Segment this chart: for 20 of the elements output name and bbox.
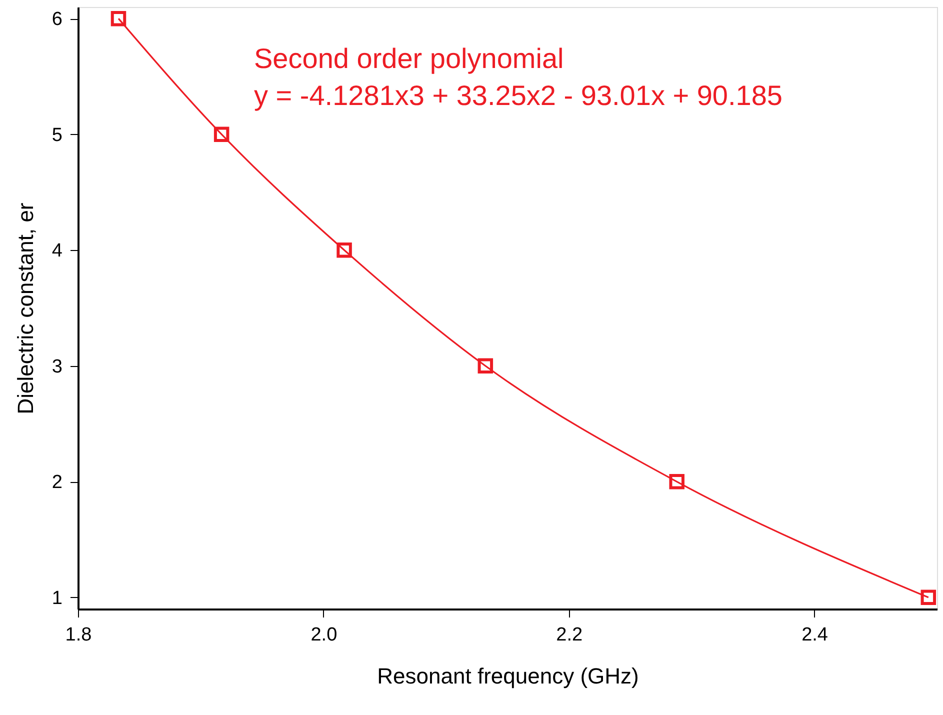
y-axis-title: Dielectric constant, er [12,202,38,414]
point [478,358,494,374]
x-tick-label: 1.8 [65,624,92,646]
y-tick-label: 6 [52,9,62,30]
x-tick-label: 2.2 [556,624,583,646]
point [669,474,684,490]
y-tick-label: 2 [52,472,62,494]
annotation: y = -4.1281x3 + 33.25x2 - 93.01x + 90.185 [254,80,782,111]
point [920,590,936,606]
y-tick-label: 3 [52,356,62,378]
point [110,10,126,26]
x-tick-label: 2.0 [310,624,338,646]
x-tick-label: 2.4 [802,624,828,646]
annotation: Second order polynomial [254,43,564,74]
y-tick-label: 1 [52,588,62,609]
y-tick-label: 5 [52,124,62,146]
x-axis-title: Resonant frequency (GHz) [377,664,639,688]
y-tick-label: 4 [52,240,63,262]
point [214,126,230,142]
point [336,242,352,258]
